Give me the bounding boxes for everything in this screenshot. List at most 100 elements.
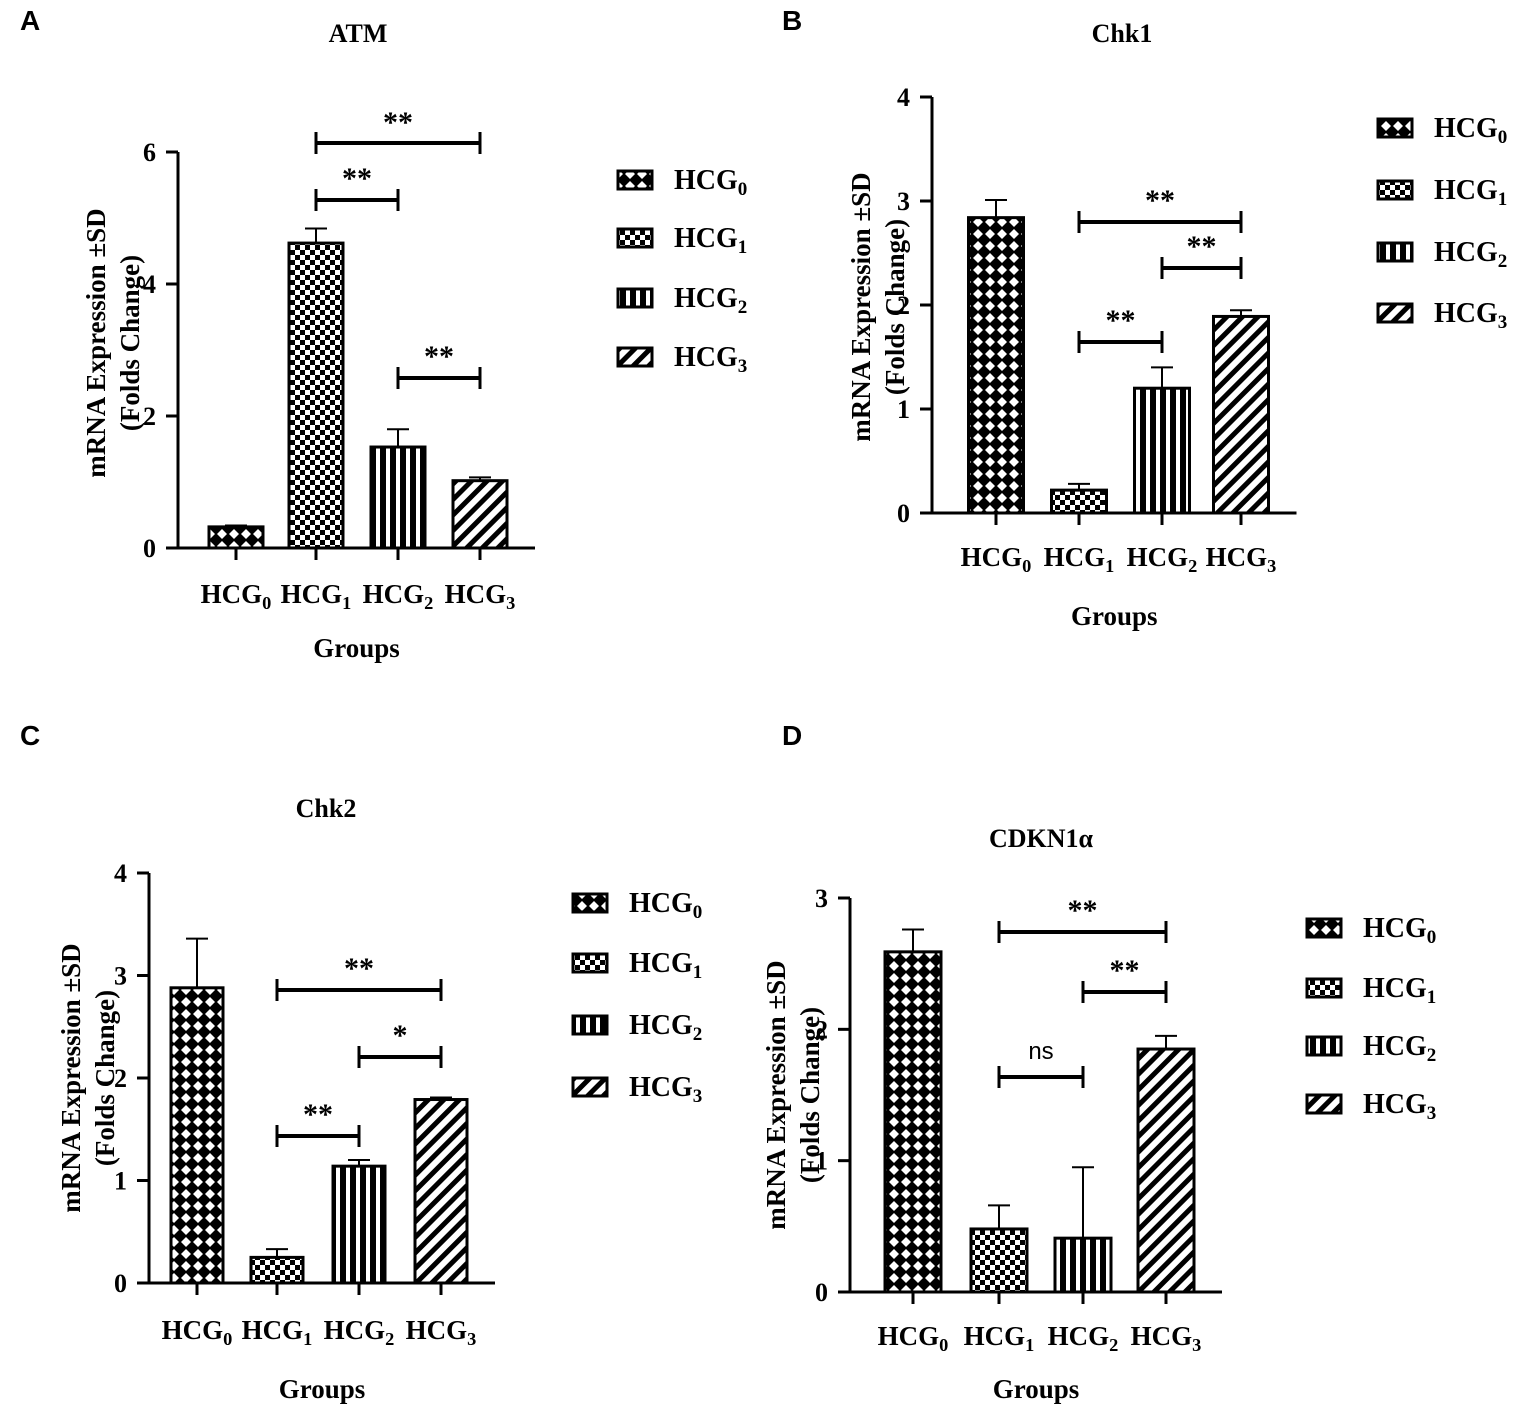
legend-label-1: HCG1 bbox=[1434, 175, 1507, 210]
legend-swatch-1 bbox=[571, 952, 609, 974]
panel-label-D: D bbox=[782, 720, 802, 751]
y-axis-title: mRNA Expression ±SD (Folds Change) bbox=[761, 960, 825, 1229]
legend-label-0: HCG0 bbox=[674, 165, 747, 200]
legend-swatch-1 bbox=[1376, 179, 1414, 201]
legend: HCG0 HCG1 HCG2 HCG3 bbox=[616, 165, 747, 377]
x-axis-title: Groups bbox=[279, 1374, 366, 1404]
y-axis-title: mRNA Expression ±SD (Folds Change) bbox=[846, 172, 910, 441]
y-tick-label: 3 bbox=[815, 884, 828, 913]
significance-label: ** bbox=[344, 952, 374, 985]
bar-HCG0 bbox=[169, 986, 225, 1285]
x-tick-label: HCG2 bbox=[363, 579, 434, 613]
bar-HCG0 bbox=[883, 950, 943, 1294]
significance-label: ** bbox=[342, 162, 372, 195]
chart-title: Chk2 bbox=[296, 794, 357, 823]
y-tick-label: 4 bbox=[897, 83, 910, 112]
significance-label: ** bbox=[1187, 230, 1217, 263]
significance-label: ** bbox=[1145, 184, 1175, 217]
legend-label-1: HCG1 bbox=[674, 223, 747, 258]
bar-HCG2 bbox=[369, 445, 427, 550]
x-tick-label: HCG1 bbox=[1044, 542, 1115, 576]
y-tick-label: 0 bbox=[143, 534, 156, 563]
legend-label-3: HCG3 bbox=[1363, 1089, 1436, 1124]
y-tick-label: 2 bbox=[143, 402, 156, 431]
y-axis-title-line1: mRNA Expression ±SD bbox=[761, 960, 791, 1229]
bar-HCG3 bbox=[413, 1098, 469, 1285]
significance-label: ** bbox=[383, 106, 413, 139]
x-tick-label: HCG3 bbox=[406, 1315, 477, 1349]
significance-label: ** bbox=[424, 340, 454, 373]
legend: HCG0 HCG1 HCG2 HCG3 bbox=[1376, 113, 1507, 333]
legend-swatch-1 bbox=[616, 227, 654, 249]
y-tick-label: 4 bbox=[114, 859, 127, 888]
significance-label: ns bbox=[1028, 1038, 1053, 1065]
significance-label: * bbox=[393, 1019, 408, 1052]
y-axis-title-line1: mRNA Expression ±SD bbox=[846, 172, 876, 441]
panel-D: D CDKN1α 0 1 2 3 HCG0 HCG1 HCG2 HCG3 ** ** ns mRNA Ex… bbox=[761, 720, 1436, 1404]
legend-swatch-0 bbox=[571, 892, 609, 914]
y-tick-label: 0 bbox=[897, 499, 910, 528]
legend-label-2: HCG2 bbox=[674, 283, 747, 318]
panel-label-C: C bbox=[20, 720, 40, 751]
significance-label: ** bbox=[303, 1098, 333, 1131]
x-axis-title: Groups bbox=[313, 633, 400, 663]
y-tick-label: 2 bbox=[897, 291, 910, 320]
x-tick-label: HCG0 bbox=[162, 1315, 233, 1349]
y-axis-title-line2: (Folds Change) bbox=[115, 255, 145, 431]
chart-title: CDKN1α bbox=[989, 824, 1094, 853]
legend-swatch-2 bbox=[571, 1014, 609, 1036]
y-axis-title-line1: mRNA Expression ±SD bbox=[56, 943, 86, 1212]
legend-swatch-0 bbox=[616, 169, 654, 191]
y-axis-title-line1: mRNA Expression ±SD bbox=[81, 208, 111, 477]
x-tick-label: HCG1 bbox=[964, 1321, 1035, 1355]
x-tick-label: HCG0 bbox=[878, 1321, 949, 1355]
y-axis-title-line2: (Folds Change) bbox=[880, 219, 910, 395]
x-tick-label: HCG1 bbox=[281, 579, 352, 613]
legend-label-1: HCG1 bbox=[1363, 973, 1436, 1008]
legend-label-0: HCG0 bbox=[1363, 913, 1436, 948]
x-tick-label: HCG2 bbox=[324, 1315, 395, 1349]
x-tick-label: HCG1 bbox=[242, 1315, 313, 1349]
y-axis-title: mRNA Expression ±SD (Folds Change) bbox=[81, 208, 145, 477]
legend-swatch-3 bbox=[616, 346, 654, 368]
legend-label-1: HCG1 bbox=[629, 948, 702, 983]
chart-title: ATM bbox=[329, 19, 388, 48]
legend-label-2: HCG2 bbox=[629, 1010, 702, 1045]
bar-HCG1 bbox=[969, 1227, 1029, 1294]
y-tick-label: 3 bbox=[897, 187, 910, 216]
bar-HCG2 bbox=[1133, 386, 1191, 515]
legend-swatch-2 bbox=[1305, 1035, 1343, 1057]
bar-HCG3 bbox=[1212, 314, 1270, 515]
legend-label-3: HCG3 bbox=[629, 1072, 702, 1107]
y-tick-label: 4 bbox=[143, 270, 156, 299]
legend-label-3: HCG3 bbox=[674, 342, 747, 377]
bar-HCG1 bbox=[287, 241, 345, 550]
x-tick-label: HCG3 bbox=[1131, 1321, 1202, 1355]
x-tick-label: HCG0 bbox=[961, 542, 1032, 576]
x-tick-label: HCG3 bbox=[445, 579, 516, 613]
y-tick-label: 1 bbox=[114, 1167, 127, 1196]
bar-HCG3 bbox=[1136, 1047, 1196, 1294]
y-axis-title-line2: (Folds Change) bbox=[795, 1007, 825, 1183]
y-tick-label: 3 bbox=[114, 962, 127, 991]
legend-swatch-3 bbox=[1305, 1093, 1343, 1115]
panel-label-A: A bbox=[20, 5, 40, 36]
y-axis-title: mRNA Expression ±SD (Folds Change) bbox=[56, 943, 120, 1212]
chart-title: Chk1 bbox=[1092, 19, 1153, 48]
legend-swatch-0 bbox=[1305, 917, 1343, 939]
legend-swatch-2 bbox=[616, 287, 654, 309]
legend-label-0: HCG0 bbox=[629, 888, 702, 923]
y-tick-label: 2 bbox=[815, 1015, 828, 1044]
legend: HCG0 HCG1 HCG2 HCG3 bbox=[1305, 913, 1436, 1124]
significance-label: ** bbox=[1110, 954, 1140, 987]
x-tick-label: HCG0 bbox=[201, 579, 272, 613]
legend-label-0: HCG0 bbox=[1434, 113, 1507, 148]
panel-label-B: B bbox=[782, 5, 802, 36]
x-axis-title: Groups bbox=[1071, 601, 1158, 631]
y-tick-label: 2 bbox=[114, 1064, 127, 1093]
x-tick-label: HCG2 bbox=[1048, 1321, 1119, 1355]
legend-swatch-3 bbox=[571, 1076, 609, 1098]
